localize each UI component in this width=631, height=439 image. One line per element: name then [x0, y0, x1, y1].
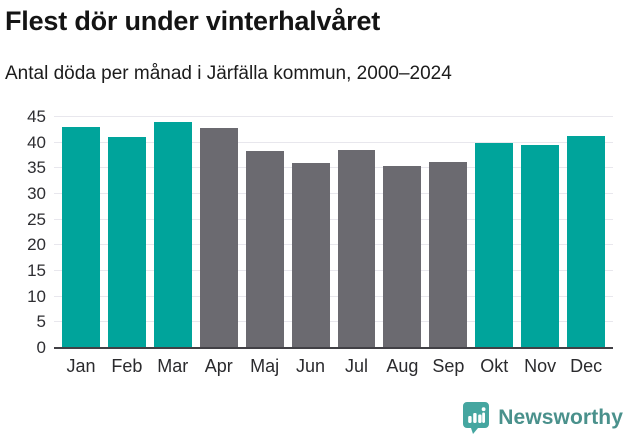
x-tick-label-dec: Dec: [570, 356, 603, 376]
gridline-15: [54, 270, 613, 272]
y-tick-label-45: 45: [27, 107, 46, 126]
gridline-35: [54, 167, 613, 169]
x-tick-label-jun: Jun: [296, 356, 326, 376]
gridline-5: [54, 321, 613, 323]
x-axis-line: [54, 347, 613, 349]
y-tick-label-0: 0: [36, 338, 46, 357]
x-tick-label-feb: Feb: [111, 356, 143, 376]
y-tick-label-25: 25: [27, 209, 46, 229]
gridline-45: [54, 116, 613, 117]
gridline-30: [54, 193, 613, 195]
y-tick-label-40: 40: [27, 132, 46, 152]
bar-jul: [337, 150, 376, 348]
y-tick-label-30: 30: [27, 183, 46, 203]
bar-dec: [567, 136, 606, 348]
x-tick-label-apr: Apr: [204, 356, 233, 376]
gridline-40: [54, 141, 613, 143]
newsworthy-logo-icon: [463, 402, 490, 434]
x-tick-label-okt: Okt: [480, 356, 509, 376]
bar-okt: [475, 143, 514, 348]
x-tick-label-maj: Maj: [250, 356, 280, 376]
y-tick-label-35: 35: [27, 158, 46, 178]
bar-jun: [291, 162, 330, 348]
page-title: Flest dör under vinterhalvåret: [5, 6, 381, 36]
x-tick-label-mar: Mar: [157, 356, 189, 376]
y-axis-labels: 0 5 10 15 20 25 30 35 40 45: [0, 107, 46, 357]
y-tick-label-15: 15: [27, 260, 46, 280]
brand-footer: Newsworthy: [462, 401, 623, 434]
bar-mar: [153, 122, 192, 348]
bar-feb: [107, 136, 146, 348]
bar-maj: [245, 151, 284, 348]
gridline-25: [54, 218, 613, 220]
y-tick-label-5: 5: [36, 312, 46, 332]
plot-area: [54, 116, 613, 349]
x-axis-labels: Jan Feb Mar Apr Maj Jun Jul Aug Sep Okt Nov Dec: [54, 356, 613, 377]
gridline-20: [54, 244, 613, 246]
x-tick-label-nov: Nov: [524, 356, 557, 376]
bar-apr: [199, 128, 238, 348]
y-tick-label-20: 20: [27, 235, 46, 255]
bar-jan: [62, 127, 100, 348]
x-tick-label-sep: Sep: [432, 356, 465, 376]
bar-sep: [429, 162, 468, 348]
page-subtitle: Antal döda per månad i Järfälla kommun, …: [5, 63, 452, 84]
bar-nov: [521, 144, 560, 348]
y-tick-label-10: 10: [27, 286, 46, 306]
x-tick-label-jul: Jul: [344, 356, 368, 376]
gridline-10: [54, 295, 613, 297]
x-tick-label-jan: Jan: [66, 356, 96, 376]
brand-name: Newsworthy: [498, 405, 623, 429]
bar-series: [54, 117, 613, 348]
x-tick-label-aug: Aug: [386, 356, 419, 376]
bar-aug: [383, 166, 422, 348]
